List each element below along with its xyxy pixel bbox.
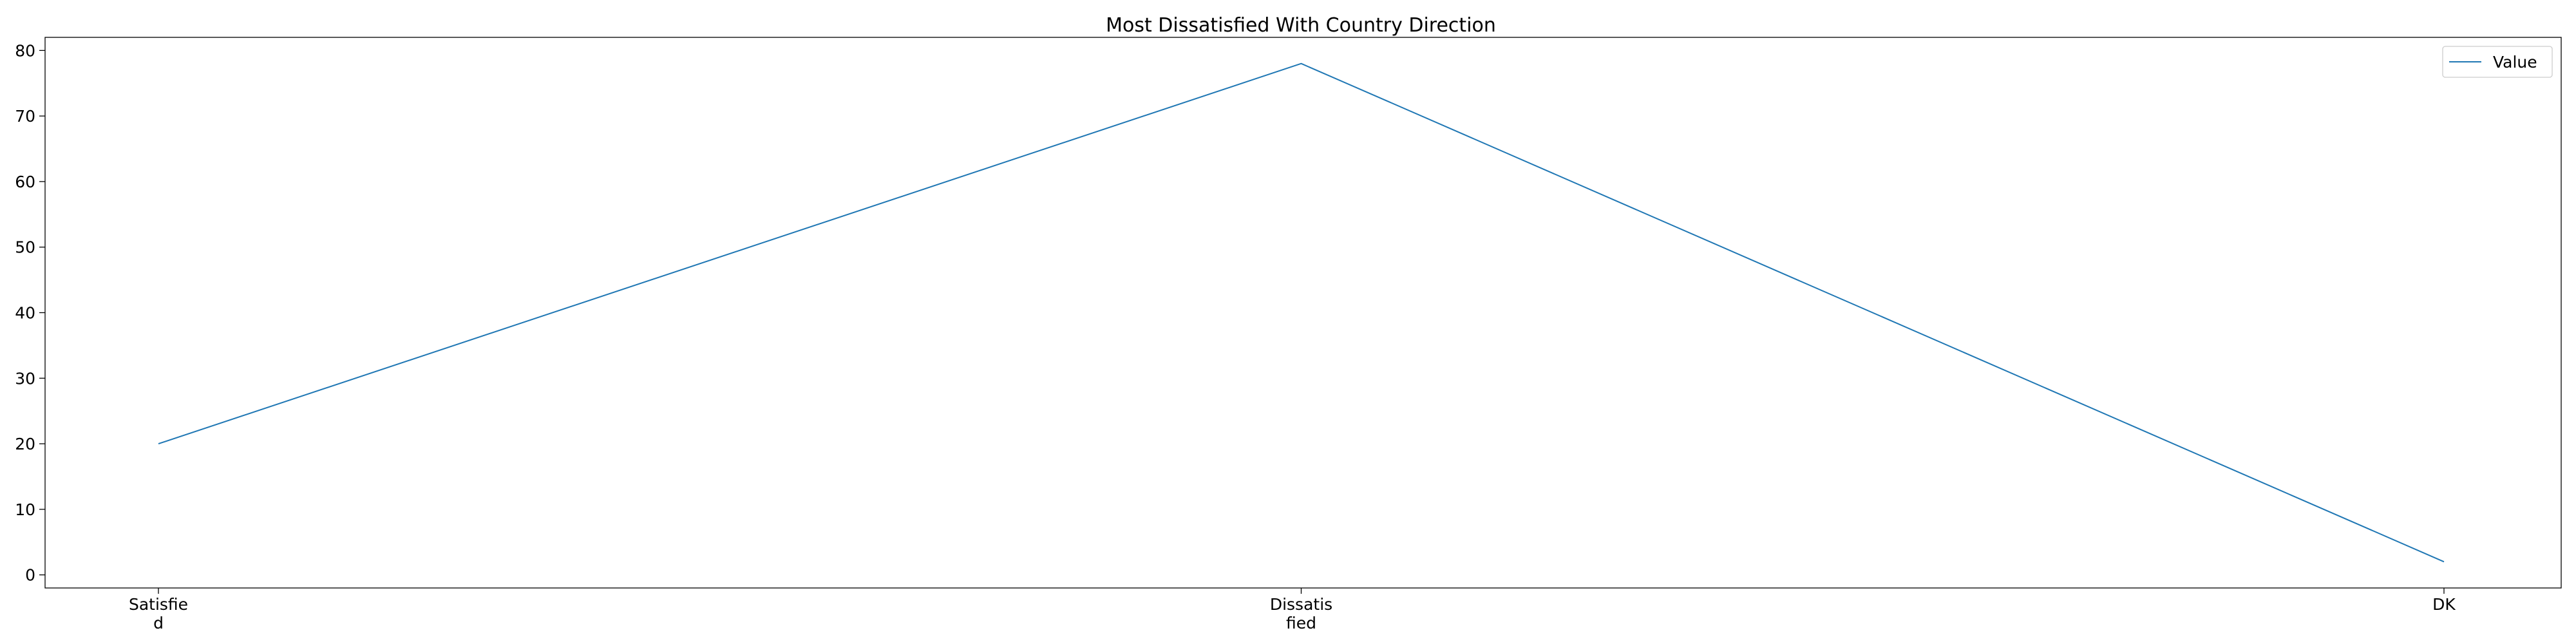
plot-frame — [44, 37, 2562, 589]
x-tick-label: Dissatis fied — [1270, 595, 1332, 632]
y-tick-label: 0 — [25, 566, 35, 585]
legend-box — [2442, 46, 2553, 78]
x-axis: Satisfie d Dissatis fied DK — [129, 588, 2456, 632]
y-axis: 0 10 20 30 40 50 60 70 80 — [15, 41, 45, 585]
chart-title: Most Dissatisfied With Country Direction — [1106, 14, 1496, 37]
y-tick-label: 60 — [15, 173, 35, 191]
y-tick-label: 10 — [15, 500, 35, 519]
y-tick-label: 80 — [15, 41, 35, 60]
y-tick-label: 40 — [15, 304, 35, 323]
legend: Value — [2442, 46, 2553, 78]
legend-label: Value — [2493, 53, 2537, 71]
y-tick-label: 20 — [15, 435, 35, 453]
x-tick-label: Satisfie d — [129, 595, 188, 632]
y-tick-label: 50 — [15, 238, 35, 257]
x-tick-label: DK — [2432, 595, 2456, 614]
y-tick-label: 30 — [15, 369, 35, 388]
series-line-0 — [158, 62, 2445, 563]
y-tick-label: 70 — [15, 107, 35, 126]
plot-area — [158, 62, 2445, 563]
